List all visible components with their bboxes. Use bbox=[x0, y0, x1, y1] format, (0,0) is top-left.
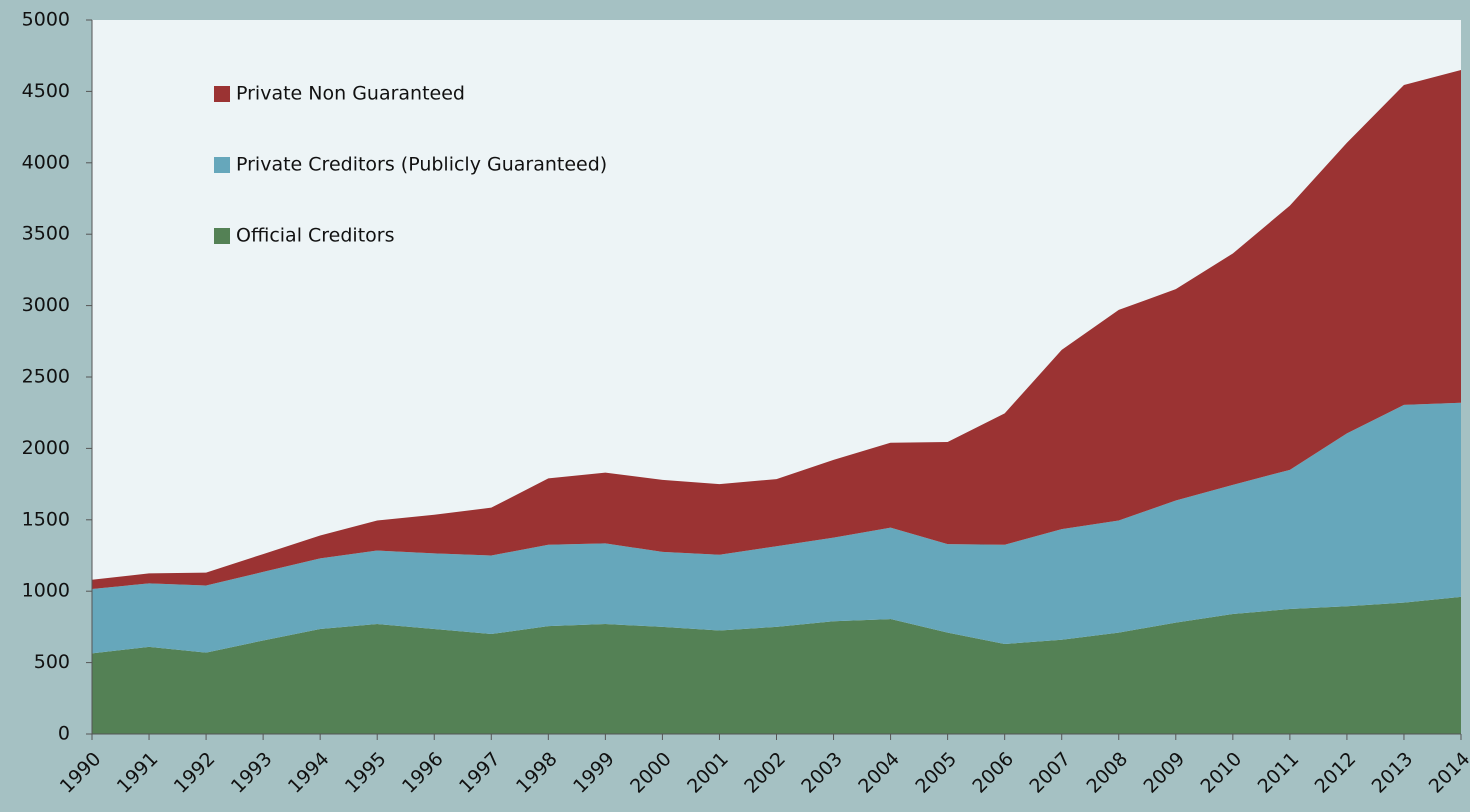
legend-swatch bbox=[214, 228, 230, 244]
y-tick-label: 3000 bbox=[22, 294, 70, 316]
y-tick-label: 4000 bbox=[22, 151, 70, 173]
y-tick-label: 1500 bbox=[22, 508, 70, 530]
legend-swatch bbox=[214, 157, 230, 173]
y-tick-label: 4500 bbox=[22, 80, 70, 102]
legend-label: Private Creditors (Publicly Guaranteed) bbox=[236, 154, 607, 176]
y-tick-label: 2000 bbox=[22, 437, 70, 459]
y-tick-label: 500 bbox=[34, 651, 70, 673]
legend-label: Official Creditors bbox=[236, 225, 395, 247]
y-tick-label: 3500 bbox=[22, 223, 70, 245]
area bbox=[92, 596, 1461, 734]
area bbox=[92, 69, 1461, 590]
y-tick-label: 0 bbox=[58, 723, 70, 745]
legend-swatch bbox=[214, 86, 230, 102]
y-tick-label: 2500 bbox=[22, 366, 70, 388]
legend-label: Private Non Guaranteed bbox=[236, 83, 465, 105]
y-tick-label: 1000 bbox=[22, 580, 70, 602]
area bbox=[92, 402, 1461, 654]
y-tick-label: 5000 bbox=[22, 9, 70, 31]
